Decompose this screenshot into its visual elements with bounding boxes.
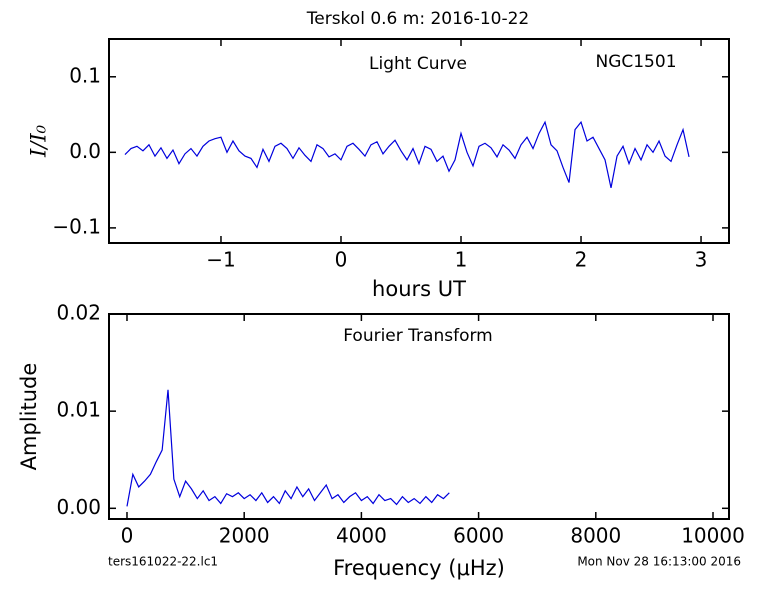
x-axis-label: hours UT — [372, 277, 466, 301]
x-tick-label: 4000 — [336, 524, 387, 548]
x-tick-label: 2000 — [219, 524, 270, 548]
x-tick-label: 1 — [455, 248, 468, 272]
y-tick-label: 0.01 — [56, 398, 101, 422]
annotation: Light Curve — [369, 54, 467, 74]
footer-left: ters161022-22.lc1 — [108, 555, 218, 569]
y-tick-label: 0.00 — [56, 495, 101, 519]
x-tick-label: 8000 — [570, 524, 621, 548]
x-tick-label: 0 — [335, 248, 348, 272]
y-tick-label: 0.1 — [69, 63, 101, 87]
annotation: NGC1501 — [595, 52, 676, 72]
y-tick-label: −0.1 — [52, 214, 101, 238]
data-line — [124, 120, 690, 188]
y-axis-label: Amplitude — [17, 363, 41, 471]
x-tick-label: −1 — [206, 248, 235, 272]
y-tick-label: 0.0 — [69, 139, 101, 163]
data-line — [126, 389, 450, 507]
footer-right: Mon Nov 28 16:13:00 2016 — [577, 555, 741, 569]
figure-title: Terskol 0.6 m: 2016-10-22 — [306, 9, 530, 29]
x-axis-label: Frequency (μHz) — [333, 556, 505, 580]
annotation: Fourier Transform — [343, 326, 492, 346]
x-tick-label: 0 — [121, 524, 134, 548]
x-tick-label: 6000 — [453, 524, 504, 548]
x-tick-label: 10000 — [681, 524, 745, 548]
axes-frame — [108, 38, 730, 244]
x-tick-label: 2 — [575, 248, 588, 272]
y-axis-label: I/I₀ — [27, 124, 51, 158]
x-tick-label: 3 — [695, 248, 708, 272]
axes-frame — [108, 313, 730, 520]
y-tick-label: 0.02 — [56, 301, 101, 325]
